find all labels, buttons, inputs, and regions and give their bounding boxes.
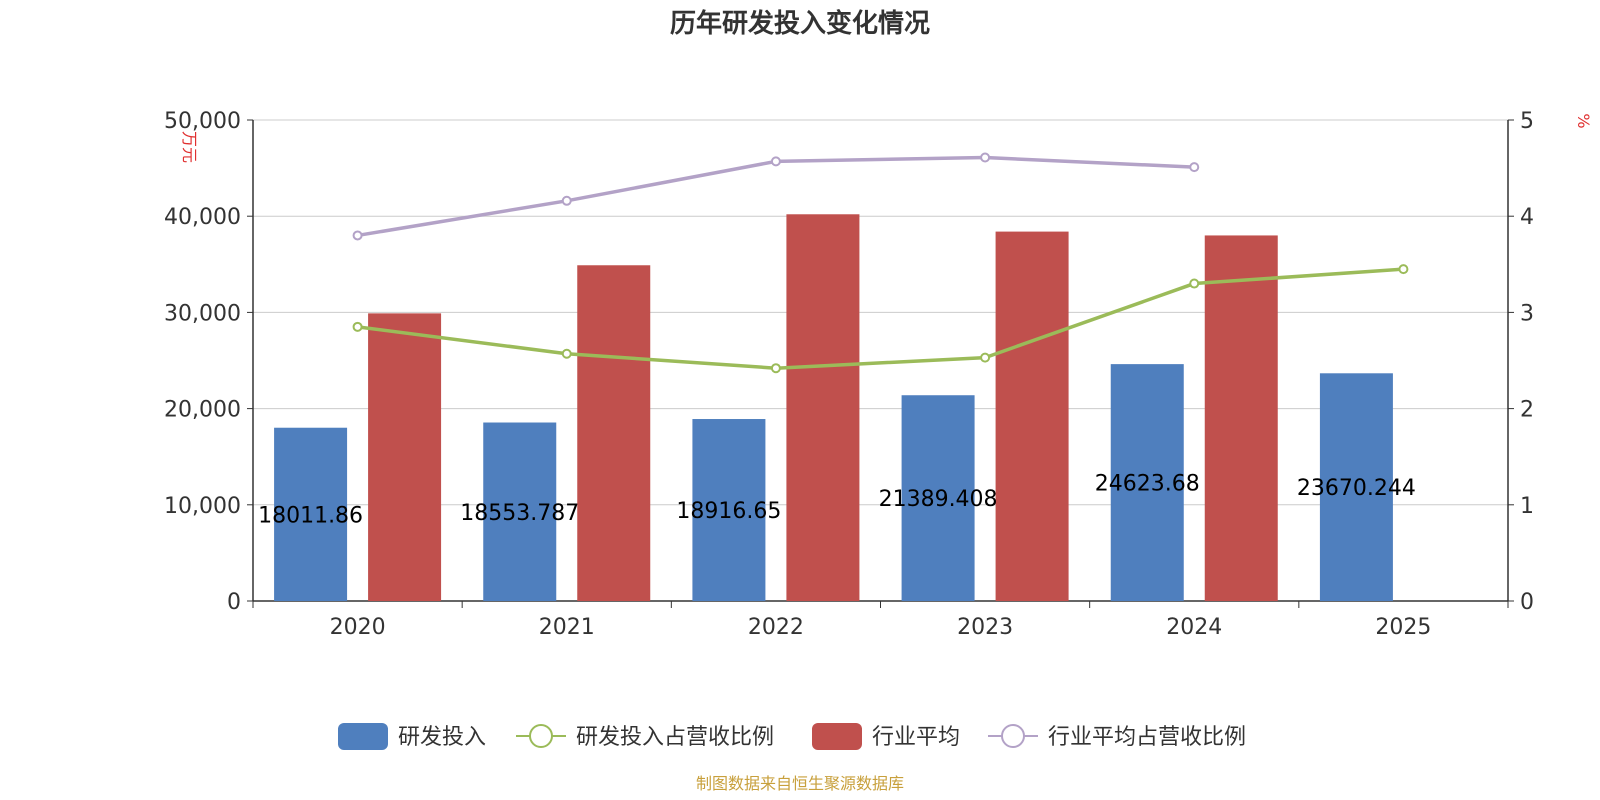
legend-label: 研发投入占营收比例 bbox=[576, 725, 774, 750]
data-label: 18553.787 bbox=[460, 501, 579, 526]
legend[interactable]: 研发投入 研发投入占营收比例 行业平均 行业平均占营收比例 bbox=[338, 723, 1246, 750]
series-line bbox=[357, 155, 1195, 238]
bar-industry bbox=[368, 313, 442, 601]
legend-swatch-marker bbox=[529, 724, 553, 748]
chart-title: 历年研发投入变化情况 bbox=[670, 8, 930, 39]
grid-lines bbox=[253, 119, 1508, 506]
data-label: 18011.86 bbox=[258, 503, 363, 528]
bar-rd bbox=[483, 422, 557, 601]
x-tick-label: 2020 bbox=[330, 615, 386, 640]
line-point bbox=[1189, 278, 1200, 289]
legend-item[interactable]: 研发投入 bbox=[338, 723, 486, 750]
left-axis-unit: 万元 bbox=[180, 131, 199, 163]
data-label: 23670.244 bbox=[1297, 476, 1416, 501]
left-tick-label: 20,000 bbox=[164, 398, 241, 423]
right-tick-label: 5 bbox=[1520, 109, 1534, 134]
bar-industry bbox=[995, 231, 1069, 602]
left-axis: 0 10,000 20,000 30,000 40,000 50,000 bbox=[164, 109, 254, 615]
right-tick-label: 2 bbox=[1520, 398, 1534, 423]
x-tick-label: 2023 bbox=[957, 615, 1013, 640]
left-tick-label: 0 bbox=[227, 590, 241, 615]
legend-item[interactable]: 行业平均 bbox=[812, 723, 960, 750]
right-tick-label: 4 bbox=[1520, 205, 1534, 230]
legend-swatch bbox=[338, 723, 388, 750]
x-axis: 2020 2021 2022 2023 2024 2025 bbox=[252, 600, 1509, 640]
x-tick-label: 2024 bbox=[1166, 615, 1222, 640]
x-tick-label: 2022 bbox=[748, 615, 804, 640]
line-point bbox=[561, 195, 572, 206]
bar-industry bbox=[786, 214, 860, 601]
right-axis: 0 1 2 3 4 5 bbox=[1507, 109, 1534, 615]
right-tick-label: 0 bbox=[1520, 590, 1534, 615]
left-tick-label: 30,000 bbox=[164, 301, 241, 326]
line-point bbox=[1398, 264, 1409, 275]
data-label: 24623.68 bbox=[1095, 472, 1200, 497]
lines bbox=[352, 152, 1409, 374]
bar-industry bbox=[577, 265, 651, 601]
right-tick-label: 1 bbox=[1520, 494, 1534, 519]
x-tick-label: 2021 bbox=[539, 615, 595, 640]
left-tick-label: 50,000 bbox=[164, 109, 241, 134]
bars bbox=[274, 214, 1393, 602]
legend-swatch-marker bbox=[1001, 724, 1025, 748]
bar-rd bbox=[1110, 364, 1184, 601]
legend-item[interactable]: 研发投入占营收比例 bbox=[516, 724, 774, 750]
bar-industry bbox=[1204, 235, 1278, 601]
data-label: 18916.65 bbox=[676, 499, 781, 524]
legend-label: 研发投入 bbox=[398, 725, 486, 750]
data-label: 21389.408 bbox=[879, 487, 998, 512]
line-point bbox=[1189, 162, 1200, 173]
bar-rd bbox=[1319, 373, 1393, 601]
line-point bbox=[561, 348, 572, 359]
right-axis-unit: % bbox=[1574, 113, 1593, 128]
legend-label: 行业平均占营收比例 bbox=[1048, 725, 1246, 750]
source-note: 制图数据来自恒生聚源数据库 bbox=[696, 774, 904, 793]
x-tick-label: 2025 bbox=[1375, 615, 1431, 640]
line-point bbox=[980, 152, 991, 163]
line-point bbox=[770, 156, 781, 167]
left-tick-label: 40,000 bbox=[164, 205, 241, 230]
legend-label: 行业平均 bbox=[872, 725, 960, 750]
legend-item[interactable]: 行业平均占营收比例 bbox=[988, 724, 1246, 750]
line-point bbox=[352, 230, 363, 241]
bar-rd bbox=[274, 427, 348, 601]
line-point bbox=[352, 321, 363, 332]
bar-rd bbox=[901, 395, 975, 601]
right-tick-label: 3 bbox=[1520, 301, 1534, 326]
line-point bbox=[980, 352, 991, 363]
left-tick-label: 10,000 bbox=[164, 494, 241, 519]
line-point bbox=[770, 363, 781, 374]
series-line bbox=[357, 267, 1404, 370]
bar-rd bbox=[692, 419, 766, 601]
data-labels: 18011.86 18553.787 18916.65 21389.408 24623.… bbox=[258, 472, 1416, 529]
legend-swatch bbox=[812, 723, 862, 750]
